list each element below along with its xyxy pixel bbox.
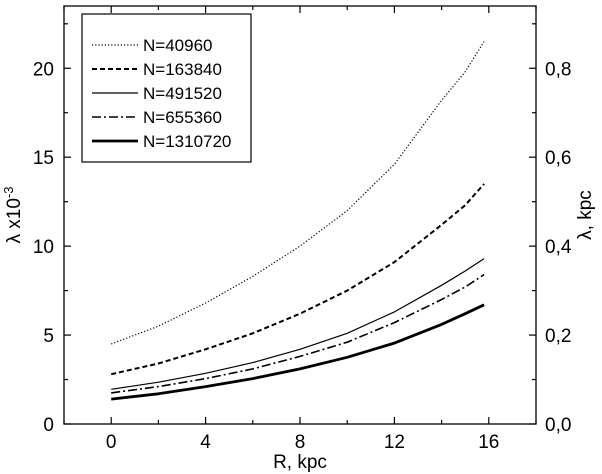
legend: N=40960 N=163840 N=491520 N=655360 N=1310720 [81,13,252,163]
y-right-tick-label: 0,6 [545,148,571,169]
y-axis-label-left: λ x10-3 [1,187,25,244]
ticks-group: 0 4 8 12 16 0 5 10 15 20 0,0 0,2 0,4 0,6 0,8 [33,6,572,453]
legend-label: N=491520 [143,84,222,103]
series-line-4 [111,273,485,394]
legend-label: N=1310720 [143,132,231,151]
x-tick-label: 8 [295,432,306,453]
legend-label: N=655360 [143,108,222,127]
y-right-tick-label: 0,2 [545,326,571,347]
legend-box [81,13,252,163]
y-left-tick-label: 5 [43,326,54,347]
series-line-3 [111,258,485,390]
series-group [110,41,485,401]
y-right-tick-label: 0,8 [545,59,571,80]
y-left-tick-label: 10 [33,237,54,258]
y-left-tick-label: 0 [43,415,54,436]
x-axis-label: R, kpc [273,452,327,473]
y-left-tick-label: 20 [33,59,54,80]
y-left-tick-label: 15 [33,148,54,169]
y-right-tick-label: 0,0 [545,415,571,436]
legend-label: N=40960 [143,36,212,55]
x-tick-label: 0 [106,432,117,453]
series-line-2 [110,183,485,376]
x-tick-label: 4 [200,432,211,453]
legend-label: N=163840 [143,60,222,79]
x-tick-label: 12 [384,432,405,453]
y-axis-label-right: λ, kpc [575,190,596,240]
y-right-tick-label: 0,4 [545,237,572,258]
series-line-5 [111,303,485,401]
y-axis-label-left-main: λ x10 [4,198,25,243]
y-axis-label-left-exponent: -3 [1,187,16,199]
x-tick-label: 16 [478,432,499,453]
